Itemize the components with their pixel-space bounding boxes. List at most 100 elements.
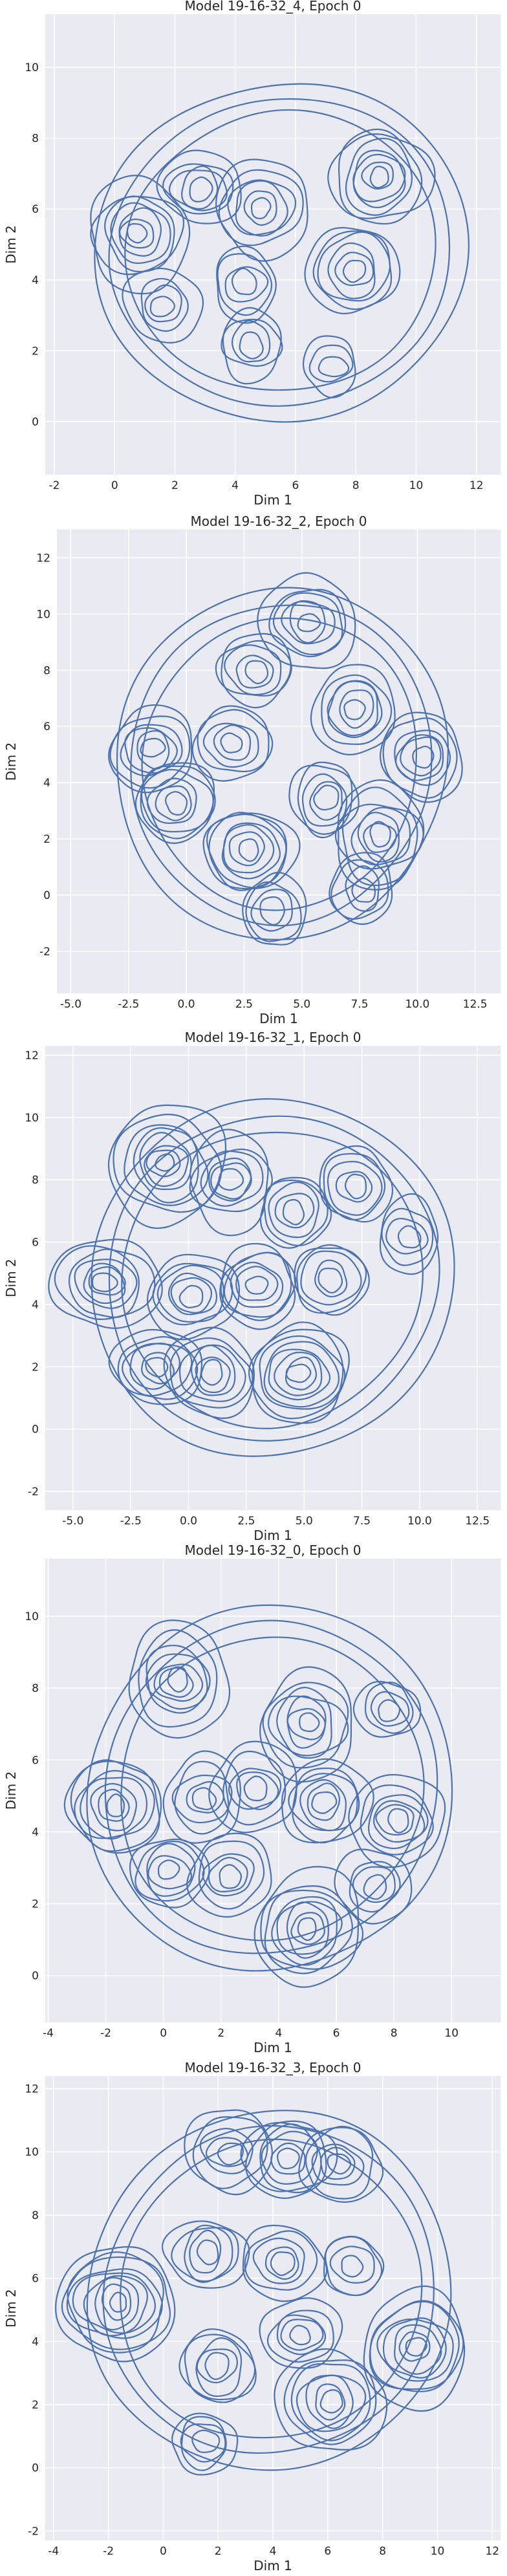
contour-line <box>339 689 374 729</box>
contour-line <box>243 1775 268 1802</box>
contour-line <box>196 2348 238 2384</box>
contour-line <box>126 222 148 244</box>
contour-outer <box>141 617 418 911</box>
y-axis-label: Dim 2 <box>3 1771 19 1810</box>
contour-line <box>282 1198 305 1226</box>
contour-line <box>171 2412 239 2476</box>
contour-line <box>248 1328 350 1420</box>
contour-line <box>118 218 155 249</box>
contour-line <box>299 1712 320 1733</box>
contour-outer <box>94 83 469 423</box>
contour-line <box>319 1145 394 1223</box>
contour-line <box>334 252 374 287</box>
x-tick-label: -4 <box>48 2545 59 2558</box>
contour-outer <box>120 2138 423 2439</box>
x-tick-label: 0 <box>111 479 118 492</box>
contour-line <box>257 572 356 669</box>
chart-title: Model 19-16-32_3, Epoch 0 <box>185 2060 361 2075</box>
contour-line <box>381 1207 434 1266</box>
contour-line <box>352 153 406 202</box>
contour-line <box>195 2337 243 2397</box>
contour-line <box>285 1363 312 1383</box>
y-tick-label: 0 <box>32 1423 39 1436</box>
contour-line <box>157 1859 180 1880</box>
contour-line <box>259 1335 346 1410</box>
y-tick-label: 0 <box>32 1970 39 1983</box>
contour-line <box>91 1272 118 1292</box>
x-tick-label: 10 <box>409 479 424 492</box>
contour-line <box>146 1843 196 1897</box>
contour-line <box>342 259 367 283</box>
contour-line <box>327 680 378 737</box>
contour-line <box>155 1153 175 1172</box>
contour-line <box>67 2251 164 2354</box>
contour-line <box>266 2310 334 2363</box>
contour-line <box>178 1344 246 1402</box>
contour-line <box>235 655 274 689</box>
contour-line <box>244 1275 269 1295</box>
x-tick-label: -2 <box>49 479 60 492</box>
contour-line <box>200 1150 264 1207</box>
x-tick-label: 2 <box>217 2027 224 2040</box>
contour-line <box>264 1885 353 1975</box>
contour-line <box>343 699 366 720</box>
contour-line <box>186 1832 272 1918</box>
contour-line <box>74 1259 138 1309</box>
contour-line <box>108 704 193 794</box>
x-axis-label: Dim 1 <box>253 2558 292 2573</box>
y-tick-label: -2 <box>28 2525 39 2538</box>
contour-line <box>221 318 283 367</box>
chart-panel-2: -5.0 -2.5 0.0 2.5 5.0 7.5 10.0 12.5 -2 0 2 4 6 8 10 12 M… <box>3 514 501 1026</box>
contour-line <box>244 660 269 684</box>
contour-line <box>231 267 257 296</box>
contour-line <box>122 267 204 344</box>
contour-line <box>369 821 391 848</box>
contour-line <box>272 592 343 656</box>
contour-line <box>338 128 423 225</box>
contour-outer <box>91 1098 455 1457</box>
chart-title: Model 19-16-32_4, Epoch 0 <box>185 0 361 14</box>
contour-line <box>263 1179 332 1246</box>
contour-line <box>290 2363 371 2441</box>
y-axis-label: Dim 2 <box>3 225 19 264</box>
contour-line <box>305 2125 374 2200</box>
contour-line <box>107 1104 227 1229</box>
contour-line <box>190 1345 236 1396</box>
contour-line <box>398 2331 431 2362</box>
contour-line <box>83 1262 126 1304</box>
kde-contours <box>108 572 463 946</box>
contour-line <box>334 803 424 870</box>
contour-line <box>307 1782 341 1821</box>
contour-line <box>314 1259 348 1298</box>
contour-line <box>369 2300 464 2390</box>
contour-line <box>318 356 350 378</box>
contour-line <box>379 711 463 803</box>
contour-line <box>369 166 389 189</box>
chart-title: Model 19-16-32_0, Epoch 0 <box>185 1542 361 1558</box>
contour-line <box>140 768 214 833</box>
contour-line <box>124 1124 209 1206</box>
contour-line <box>250 197 272 219</box>
kde-contours <box>55 2109 466 2476</box>
x-tick-label: 4 <box>275 2027 282 2040</box>
contour-line <box>301 773 348 827</box>
x-tick-label: 8 <box>352 479 360 492</box>
contour-line <box>363 1874 387 1900</box>
contour-line <box>364 1682 414 1734</box>
contour-outer <box>86 2110 452 2471</box>
contour-line <box>189 1148 273 1213</box>
contour-line <box>351 806 411 866</box>
x-tick-label: 12 <box>485 2545 499 2558</box>
contour-line <box>270 2142 306 2175</box>
y-tick-label: 2 <box>32 1898 39 1911</box>
contour-line <box>208 1857 248 1892</box>
contour-line <box>199 2128 253 2174</box>
contour-line <box>348 1774 446 1868</box>
contour-line <box>140 737 166 758</box>
contour-line <box>224 266 269 303</box>
y-tick-label: 2 <box>32 345 39 358</box>
contour-line <box>215 640 292 697</box>
contour-line <box>196 2239 219 2266</box>
x-tick-label: 12 <box>469 479 484 492</box>
x-tick-label: 6 <box>292 479 299 492</box>
